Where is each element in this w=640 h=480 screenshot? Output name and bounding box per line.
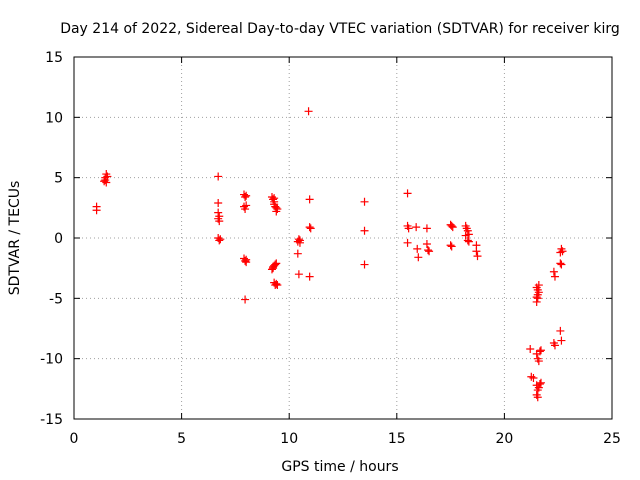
data-point xyxy=(360,260,369,269)
y-tick-label: -5 xyxy=(49,291,63,307)
y-axis-label: SDTVAR / TECUs xyxy=(7,181,23,296)
data-point xyxy=(404,224,413,233)
data-point xyxy=(241,256,250,265)
y-tick-label: 10 xyxy=(45,110,63,126)
data-point xyxy=(473,252,482,261)
data-point xyxy=(270,194,279,203)
data-point xyxy=(557,336,566,345)
x-axis-label: GPS time / hours xyxy=(281,459,398,475)
data-point xyxy=(422,240,431,249)
data-point xyxy=(534,281,543,290)
data-point xyxy=(293,249,302,258)
data-point xyxy=(448,223,457,232)
data-point xyxy=(103,172,112,181)
data-point xyxy=(305,272,314,281)
x-tick-label: 5 xyxy=(177,431,186,447)
x-tick-label: 15 xyxy=(388,431,406,447)
data-point xyxy=(215,236,224,245)
data-point xyxy=(242,201,251,210)
data-point xyxy=(422,224,431,233)
data-point xyxy=(306,224,315,233)
x-tick-label: 10 xyxy=(280,431,298,447)
data-point xyxy=(305,223,314,232)
data-point xyxy=(241,192,250,201)
grid xyxy=(74,57,612,419)
data-points xyxy=(92,107,567,402)
data-point xyxy=(214,199,223,208)
data-point xyxy=(550,272,559,281)
data-point xyxy=(472,247,481,256)
data-point xyxy=(535,380,544,389)
data-point xyxy=(216,235,225,244)
data-point xyxy=(241,205,250,214)
y-tick-label: -15 xyxy=(40,412,63,428)
data-point xyxy=(550,341,559,350)
data-point xyxy=(446,241,455,250)
data-point xyxy=(360,226,369,235)
data-point xyxy=(272,259,281,268)
data-point xyxy=(425,247,434,256)
data-point xyxy=(241,295,250,304)
data-point xyxy=(272,279,281,288)
y-tick-label: 0 xyxy=(54,231,63,247)
data-point xyxy=(535,347,544,356)
data-point xyxy=(533,290,542,299)
x-tick-label: 20 xyxy=(495,431,513,447)
data-point xyxy=(557,260,566,269)
data-point xyxy=(527,372,536,381)
y-tick-label: 5 xyxy=(54,171,63,187)
data-point xyxy=(536,378,545,387)
data-point xyxy=(424,246,433,255)
axis-ticks: 0 5 10 15 20 25 -15 -10 -5 0 5 10 15 xyxy=(40,50,621,447)
data-point xyxy=(461,231,470,240)
data-point xyxy=(273,205,282,214)
data-point xyxy=(534,383,543,392)
data-point xyxy=(242,255,251,264)
data-point xyxy=(556,248,565,257)
x-tick-label: 0 xyxy=(70,431,79,447)
data-point xyxy=(463,236,472,245)
data-point xyxy=(304,107,313,116)
data-point xyxy=(273,281,282,290)
data-point xyxy=(412,223,421,232)
data-point xyxy=(463,226,472,235)
data-point xyxy=(532,297,541,306)
data-point xyxy=(102,178,111,187)
data-point xyxy=(558,247,567,256)
data-point xyxy=(529,373,538,382)
data-point xyxy=(533,393,542,402)
data-point xyxy=(447,221,456,230)
data-point xyxy=(215,212,224,221)
chart-title: Day 214 of 2022, Sidereal Day-to-day VTE… xyxy=(60,21,620,37)
data-point xyxy=(464,237,473,246)
data-point xyxy=(294,235,303,244)
data-point xyxy=(414,253,423,262)
data-point xyxy=(556,259,565,268)
data-point xyxy=(360,197,369,206)
data-point xyxy=(92,206,101,215)
data-point xyxy=(305,195,314,204)
data-point xyxy=(269,264,278,273)
data-point xyxy=(534,357,543,366)
data-point xyxy=(403,189,412,198)
data-point xyxy=(556,326,565,335)
data-point xyxy=(526,345,535,354)
data-point xyxy=(447,242,456,251)
y-tick-label: 15 xyxy=(45,50,63,66)
data-point xyxy=(295,236,304,245)
data-point xyxy=(294,270,303,279)
data-point xyxy=(242,191,251,200)
data-point xyxy=(549,267,558,276)
x-tick-label: 25 xyxy=(603,431,621,447)
data-point xyxy=(413,244,422,253)
y-tick-label: -10 xyxy=(40,352,63,368)
data-point xyxy=(403,238,412,247)
data-point xyxy=(536,346,545,355)
data-point xyxy=(214,172,223,181)
